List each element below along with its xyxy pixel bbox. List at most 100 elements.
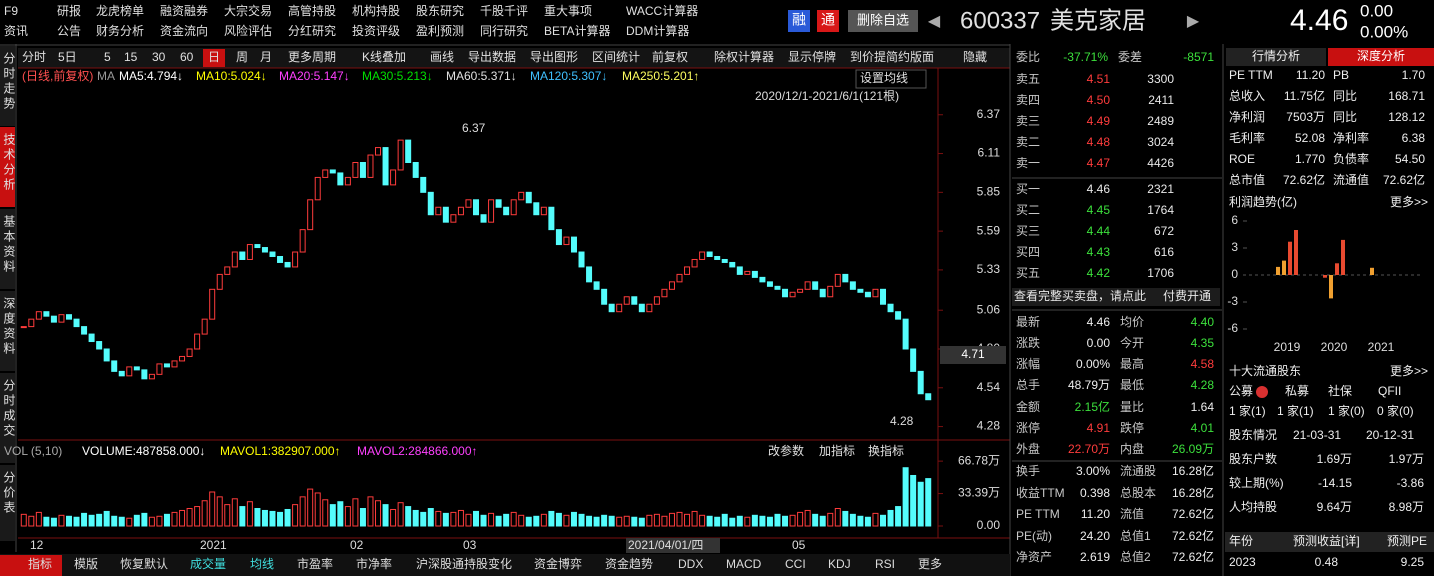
toolbar-item[interactable]: 导出图形 [530, 50, 578, 64]
menu-item[interactable]: 股东研究 [416, 3, 464, 18]
toolbar-item[interactable]: 除权计算器 [714, 49, 774, 64]
side-tab[interactable]: 分价表 [2, 471, 16, 516]
bottom-tab[interactable]: DDX [678, 557, 703, 571]
menu-item[interactable]: 盈利预测 [416, 24, 464, 38]
menu-item[interactable]: 研报 [57, 3, 81, 18]
toolbar-item[interactable]: 到价提 [850, 49, 886, 64]
volume-bar [435, 510, 442, 527]
button-text[interactable]: 删除自选 [857, 12, 909, 27]
legend-item: MA60:5.371↓ [446, 69, 517, 83]
more-link[interactable]: 更多>> [1390, 364, 1428, 378]
menu-item[interactable]: 资金流向 [160, 23, 208, 38]
bottom-tab[interactable]: KDJ [828, 557, 851, 571]
bottom-tab[interactable]: 市盈率 [297, 556, 333, 571]
badge-text[interactable]: 融 [792, 12, 806, 28]
chart-title: 利润趋势(亿) [1229, 194, 1297, 209]
more-link[interactable]: 更多>> [1390, 195, 1428, 209]
toolbar-item[interactable]: 隐藏 [963, 50, 987, 64]
bottom-tab[interactable]: 资金趋势 [605, 556, 653, 571]
toolbar-item[interactable]: 60 [180, 50, 194, 64]
bottom-tab[interactable]: MACD [726, 557, 762, 571]
tab[interactable]: 深度分析 [1357, 48, 1405, 63]
menu-item[interactable]: 财务分析 [96, 23, 144, 38]
forecast-header[interactable]: 预测收益[详] [1293, 533, 1360, 548]
menu-item[interactable]: 龙虎榜单 [96, 3, 144, 18]
side-tab[interactable]: 分时走势 [2, 52, 16, 112]
button-text[interactable]: 设置均线 [860, 71, 908, 85]
toolbar-item[interactable]: 简约版面 [886, 49, 934, 64]
side-tab[interactable]: 分时成交 [2, 379, 16, 439]
toolbar-item[interactable]: 日 [208, 50, 220, 64]
toolbar-item[interactable]: 15 [124, 50, 138, 64]
button [848, 10, 918, 32]
bottom-tab[interactable]: 恢复默认 [120, 556, 168, 571]
bottom-tab[interactable]: 成交量 [190, 556, 226, 571]
bottom-tab[interactable]: 资金博弈 [534, 556, 582, 571]
toolbar-item[interactable]: 周 [236, 50, 248, 64]
toolbar-item[interactable]: 5 [104, 50, 111, 64]
link-text[interactable]: 查看完整买卖盘，请点此 [1014, 288, 1146, 303]
volume-bar [352, 498, 359, 527]
bottom-tab[interactable]: 均线 [250, 557, 274, 571]
menu-item[interactable]: 高管持股 [288, 3, 336, 18]
toolbar-item[interactable]: 导出数据 [468, 49, 516, 64]
holder-type[interactable]: 私募 [1285, 384, 1309, 398]
toolbar-item[interactable]: 显示停牌 [788, 49, 836, 64]
bottom-tab[interactable]: RSI [875, 557, 895, 571]
menu-item[interactable]: 千股千评 [480, 4, 528, 18]
side-tab[interactable]: 技术分析 [2, 133, 16, 193]
toolbar-item[interactable]: 画线 [430, 50, 454, 64]
menu-item[interactable]: 重大事项 [544, 4, 592, 18]
candle [510, 199, 517, 216]
bottom-tab[interactable]: 指标 [28, 556, 52, 571]
y-tick-label: 0.00 [977, 518, 1001, 532]
holder-type[interactable]: QFII [1378, 384, 1401, 398]
tab[interactable]: 行情分析 [1252, 49, 1300, 63]
stat-label: 最高 [1120, 356, 1144, 371]
menu-item[interactable]: 风险评估 [224, 23, 272, 38]
next-arrow[interactable]: ▶ [1187, 13, 1200, 30]
bottom-tab[interactable]: 市净率 [356, 556, 392, 571]
volume-bar [405, 506, 412, 527]
menu-item[interactable]: 融资融券 [160, 3, 208, 18]
bottom-tab[interactable]: 沪深股通持股变化 [416, 556, 512, 571]
volume-bar [179, 509, 186, 527]
toolbar-item[interactable]: 5日 [58, 50, 77, 64]
bottom-tab[interactable]: 更多 [918, 557, 942, 571]
stat-label: 收益TTM [1016, 486, 1065, 500]
value: -37.71% [1063, 50, 1108, 64]
prev-arrow[interactable]: ◀ [928, 13, 941, 30]
holder-type[interactable]: 公募 [1229, 384, 1253, 398]
toolbar-item[interactable]: 区间统计 [592, 50, 640, 64]
toolbar-item[interactable]: 前复权 [652, 49, 688, 64]
side-tab-bg [0, 127, 15, 207]
menu-item[interactable]: 分红研究 [288, 23, 336, 38]
button-text[interactable]: 换指标 [868, 443, 904, 458]
menu-item[interactable]: 公告 [57, 24, 81, 38]
menu-item[interactable]: 投资评级 [352, 23, 400, 38]
bottom-tab[interactable]: 模版 [74, 557, 98, 571]
menu-item[interactable]: F9 [4, 4, 18, 18]
button-text[interactable]: 加指标 [819, 443, 855, 458]
menu-item[interactable]: 资讯 [4, 24, 28, 38]
menu-item[interactable]: WACC计算器 [626, 3, 698, 18]
badge-text[interactable]: 通 [821, 12, 835, 28]
menu-item[interactable]: 大宗交易 [224, 3, 272, 18]
side-tab[interactable]: 基本资料 [2, 215, 16, 275]
toolbar-item[interactable]: 分时 [22, 50, 46, 64]
menu-item[interactable]: DDM计算器 [626, 23, 689, 38]
toolbar-item[interactable]: K线叠加 [362, 50, 406, 64]
holder-type[interactable]: 社保 [1328, 383, 1352, 398]
side-tab[interactable]: 深度资料 [2, 297, 16, 357]
menu-item[interactable]: 同行研究 [480, 23, 528, 38]
link-action[interactable]: 付费开通 [1163, 289, 1211, 303]
toolbar-item[interactable]: 月 [260, 50, 272, 64]
candle [307, 199, 314, 231]
menu-item[interactable]: BETA计算器 [544, 23, 610, 38]
menu-item[interactable]: 机构持股 [352, 3, 400, 18]
toolbar-item[interactable]: 更多周期 [288, 50, 336, 64]
toolbar-item[interactable]: 30 [152, 50, 166, 64]
bottom-tab[interactable]: CCI [785, 557, 806, 571]
button-text[interactable]: 改参数 [768, 443, 804, 458]
candle [759, 276, 766, 283]
